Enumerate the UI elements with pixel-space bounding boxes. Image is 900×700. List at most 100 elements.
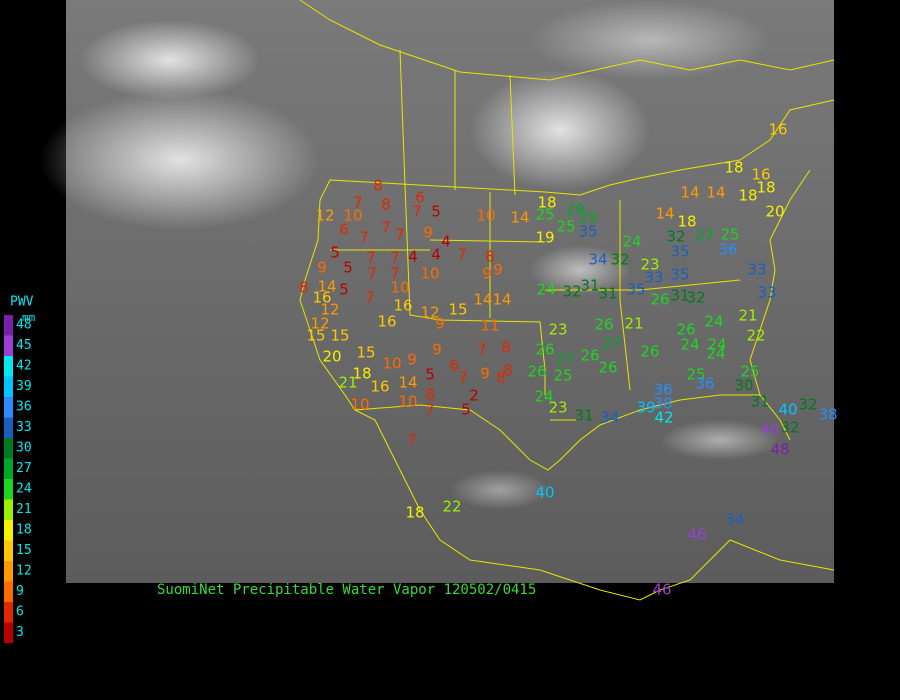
station-value: 7: [457, 246, 467, 264]
station-value: 32: [780, 419, 799, 437]
legend-label: 12: [16, 564, 32, 579]
station-value: 7: [458, 369, 468, 387]
clouds: [40, 0, 780, 510]
legend-unit: mm: [22, 311, 36, 324]
station-value: 7: [367, 265, 377, 283]
station-value: 11: [480, 317, 499, 335]
station-value: 26: [676, 321, 695, 339]
station-value: 12: [320, 301, 339, 319]
legend-swatch: [4, 520, 13, 541]
station-value: 7: [365, 289, 375, 307]
station-value: 18: [756, 179, 775, 197]
station-value: 48: [770, 441, 789, 459]
station-value: 15: [356, 344, 375, 362]
station-value: 5: [330, 244, 340, 262]
station-value: 38: [653, 395, 672, 413]
legend-label: 21: [16, 502, 32, 517]
station-value: 7: [381, 219, 391, 237]
legend-label: 45: [16, 338, 32, 353]
station-value: 16: [393, 297, 412, 315]
station-value: 10: [476, 207, 495, 225]
station-value: 32: [562, 283, 581, 301]
station-value: 25: [535, 206, 554, 224]
station-value: 36: [718, 241, 737, 259]
legend-label: 48: [16, 318, 32, 333]
legend-swatch: [4, 356, 13, 377]
station-value: 10: [343, 207, 362, 225]
station-value: 7: [395, 226, 405, 244]
station-value: 7: [477, 341, 487, 359]
legend-swatch: [4, 315, 13, 336]
station-value: 9: [482, 265, 492, 283]
borders: [299, 0, 835, 601]
station-value: 27: [555, 351, 574, 369]
station-value: 21: [338, 374, 357, 392]
station-value: 46: [652, 581, 671, 599]
station-value: 23: [640, 256, 659, 274]
station-value: 32: [610, 251, 629, 269]
station-value: 16: [768, 121, 787, 139]
legend-label: 36: [16, 400, 32, 415]
legend-swatch: [4, 335, 13, 356]
legend-label: 39: [16, 379, 32, 394]
legend-label: 27: [16, 461, 32, 476]
station-value: 24: [680, 336, 699, 354]
station-value: 16: [370, 378, 389, 396]
station-value: 46: [760, 421, 779, 439]
station-value: 6: [339, 221, 349, 239]
station-value: 10: [420, 265, 439, 283]
station-value: 35: [670, 243, 689, 261]
station-value: 7: [425, 401, 435, 419]
station-value: 5: [431, 203, 441, 221]
station-value: 18: [738, 187, 757, 205]
station-value: 9: [480, 365, 490, 383]
station-value: 14: [492, 291, 511, 309]
station-value: 12: [315, 207, 334, 225]
station-value: 26: [535, 341, 554, 359]
station-value: 26: [580, 347, 599, 365]
legend-label: 6: [16, 605, 24, 620]
station-value: 33: [644, 269, 663, 287]
station-value: 16: [312, 289, 331, 307]
station-value: 25: [686, 366, 705, 384]
title: SuomiNet Precipitable Water Vapor 120502…: [157, 582, 536, 598]
legend-title: PWV: [10, 295, 34, 310]
station-value: 26: [598, 359, 617, 377]
station-value: 7: [407, 432, 417, 450]
legend-label: 9: [16, 584, 24, 599]
station-value: 7: [390, 265, 400, 283]
station-value: 4: [431, 246, 441, 264]
station-value: 46: [687, 526, 706, 544]
station-value: 8: [381, 196, 391, 214]
station-value: 26: [650, 291, 669, 309]
legend-label: 3: [16, 625, 24, 640]
station-value: 18: [677, 213, 696, 231]
legend-label: 15: [16, 543, 32, 558]
legend-swatch: [4, 540, 13, 561]
station-value: 21: [738, 307, 757, 325]
station-value: 6: [415, 189, 425, 207]
station-value: 23: [548, 321, 567, 339]
station-value: 19: [535, 229, 554, 247]
station-value: 24: [706, 345, 725, 363]
station-value: 8: [373, 177, 383, 195]
station-value: 31: [750, 393, 769, 411]
station-value: 24: [534, 388, 553, 406]
station-value: 8: [496, 369, 506, 387]
station-value: 9: [317, 259, 327, 277]
legend-label: 18: [16, 523, 32, 538]
station-value: 7: [359, 229, 369, 247]
station-value: 27: [695, 227, 714, 245]
station-value: 14: [473, 291, 492, 309]
station-value: 35: [670, 266, 689, 284]
station-value: 32: [686, 289, 705, 307]
station-value: 5: [425, 366, 435, 384]
station-value: 12: [420, 304, 439, 322]
station-value: 40: [778, 401, 797, 419]
station-value: 9: [423, 224, 433, 242]
station-value: 16: [377, 313, 396, 331]
legend-label: 42: [16, 359, 32, 374]
station-value: 18: [405, 504, 424, 522]
station-value: 35: [626, 281, 645, 299]
station-value: 9: [435, 315, 445, 333]
